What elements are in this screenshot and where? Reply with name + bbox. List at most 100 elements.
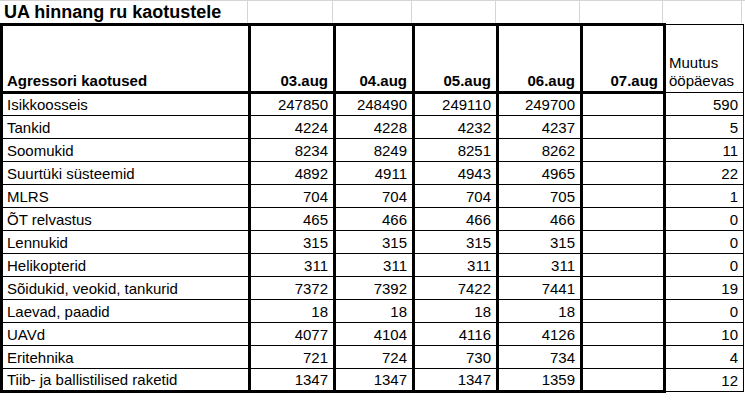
value-cell[interactable]: 8249 (335, 139, 414, 162)
value-cell[interactable]: 1359 (498, 369, 582, 392)
value-cell[interactable]: 705 (498, 185, 582, 208)
value-cell[interactable]: 724 (335, 346, 414, 369)
value-cell[interactable]: 1347 (335, 369, 414, 392)
change-cell[interactable]: 11 (665, 139, 744, 162)
value-cell[interactable]: 249110 (414, 93, 498, 116)
value-cell[interactable]: 4104 (335, 323, 414, 346)
row-label-cell[interactable]: Laevad, paadid (2, 300, 250, 323)
value-cell[interactable]: 466 (335, 208, 414, 231)
title-cell[interactable]: UA hinnang ru kaotustele (0, 1, 248, 23)
value-cell[interactable] (582, 323, 665, 346)
value-cell[interactable]: 4228 (335, 116, 414, 139)
row-label-cell[interactable]: Soomukid (2, 139, 250, 162)
value-cell[interactable]: 311 (335, 254, 414, 277)
value-cell[interactable]: 4232 (414, 116, 498, 139)
value-cell[interactable]: 311 (250, 254, 335, 277)
header-date-cell[interactable]: 07.aug (582, 25, 665, 93)
value-cell[interactable]: 4224 (250, 116, 335, 139)
change-cell[interactable]: 0 (665, 231, 744, 254)
change-cell[interactable]: 590 (665, 93, 744, 116)
header-change-cell[interactable]: Muutus ööpäevas (665, 25, 744, 93)
value-cell[interactable]: 315 (498, 231, 582, 254)
value-cell[interactable]: 18 (335, 300, 414, 323)
value-cell[interactable]: 315 (335, 231, 414, 254)
change-cell[interactable]: 0 (665, 254, 744, 277)
change-cell[interactable]: 5 (665, 116, 744, 139)
row-label-cell[interactable]: Tiib- ja ballistilised raketid (2, 369, 250, 392)
value-cell[interactable]: 7422 (414, 277, 498, 300)
value-cell[interactable] (582, 346, 665, 369)
value-cell[interactable]: 4077 (250, 323, 335, 346)
title-row-gridline-cell[interactable] (580, 1, 663, 23)
row-label-cell[interactable]: Eritehnika (2, 346, 250, 369)
value-cell[interactable]: 4116 (414, 323, 498, 346)
value-cell[interactable] (582, 185, 665, 208)
value-cell[interactable] (582, 254, 665, 277)
value-cell[interactable]: 704 (335, 185, 414, 208)
change-cell[interactable]: 1 (665, 185, 744, 208)
row-label-cell[interactable]: MLRS (2, 185, 250, 208)
value-cell[interactable]: 8234 (250, 139, 335, 162)
header-date-cell[interactable]: 06.aug (498, 25, 582, 93)
value-cell[interactable]: 311 (414, 254, 498, 277)
row-label-cell[interactable]: Tankid (2, 116, 250, 139)
row-label-cell[interactable]: Lennukid (2, 231, 250, 254)
row-label-cell[interactable]: Sõidukid, veokid, tankurid (2, 277, 250, 300)
value-cell[interactable] (582, 369, 665, 392)
value-cell[interactable]: 8262 (498, 139, 582, 162)
change-cell[interactable]: 4 (665, 346, 744, 369)
header-label-cell[interactable]: Agressori kaotused (2, 25, 250, 93)
value-cell[interactable]: 4892 (250, 162, 335, 185)
value-cell[interactable]: 7441 (498, 277, 582, 300)
value-cell[interactable] (582, 116, 665, 139)
change-cell[interactable]: 12 (665, 369, 744, 392)
value-cell[interactable]: 311 (498, 254, 582, 277)
value-cell[interactable] (582, 208, 665, 231)
value-cell[interactable]: 4126 (498, 323, 582, 346)
value-cell[interactable]: 730 (414, 346, 498, 369)
value-cell[interactable]: 1347 (414, 369, 498, 392)
row-label-cell[interactable]: Suurtüki süsteemid (2, 162, 250, 185)
header-date-cell[interactable]: 05.aug (414, 25, 498, 93)
value-cell[interactable]: 465 (250, 208, 335, 231)
value-cell[interactable]: 7372 (250, 277, 335, 300)
value-cell[interactable]: 466 (498, 208, 582, 231)
value-cell[interactable] (582, 300, 665, 323)
title-row-gridline-cell[interactable] (248, 1, 333, 23)
value-cell[interactable]: 4943 (414, 162, 498, 185)
value-cell[interactable]: 704 (250, 185, 335, 208)
change-cell[interactable]: 0 (665, 300, 744, 323)
value-cell[interactable]: 4965 (498, 162, 582, 185)
value-cell[interactable] (582, 231, 665, 254)
row-label-cell[interactable]: UAVd (2, 323, 250, 346)
title-row-gridline-cell[interactable] (663, 1, 742, 23)
value-cell[interactable] (582, 93, 665, 116)
row-label-cell[interactable]: ÕT relvastus (2, 208, 250, 231)
header-date-cell[interactable]: 03.aug (250, 25, 335, 93)
value-cell[interactable]: 7392 (335, 277, 414, 300)
title-row-gridline-cell[interactable] (496, 1, 580, 23)
value-cell[interactable] (582, 139, 665, 162)
header-date-cell[interactable]: 04.aug (335, 25, 414, 93)
value-cell[interactable]: 704 (414, 185, 498, 208)
value-cell[interactable]: 315 (250, 231, 335, 254)
value-cell[interactable]: 8251 (414, 139, 498, 162)
value-cell[interactable] (582, 162, 665, 185)
value-cell[interactable]: 248490 (335, 93, 414, 116)
title-row-gridline-cell[interactable] (333, 1, 412, 23)
value-cell[interactable]: 466 (414, 208, 498, 231)
change-cell[interactable]: 22 (665, 162, 744, 185)
value-cell[interactable]: 315 (414, 231, 498, 254)
title-row-gridline-cell[interactable] (412, 1, 496, 23)
value-cell[interactable] (582, 277, 665, 300)
row-label-cell[interactable]: Isikkoosseis (2, 93, 250, 116)
change-cell[interactable]: 19 (665, 277, 744, 300)
value-cell[interactable]: 1347 (250, 369, 335, 392)
row-label-cell[interactable]: Helikopterid (2, 254, 250, 277)
change-cell[interactable]: 0 (665, 208, 744, 231)
change-cell[interactable]: 10 (665, 323, 744, 346)
value-cell[interactable]: 734 (498, 346, 582, 369)
value-cell[interactable]: 18 (498, 300, 582, 323)
value-cell[interactable]: 18 (250, 300, 335, 323)
value-cell[interactable]: 18 (414, 300, 498, 323)
